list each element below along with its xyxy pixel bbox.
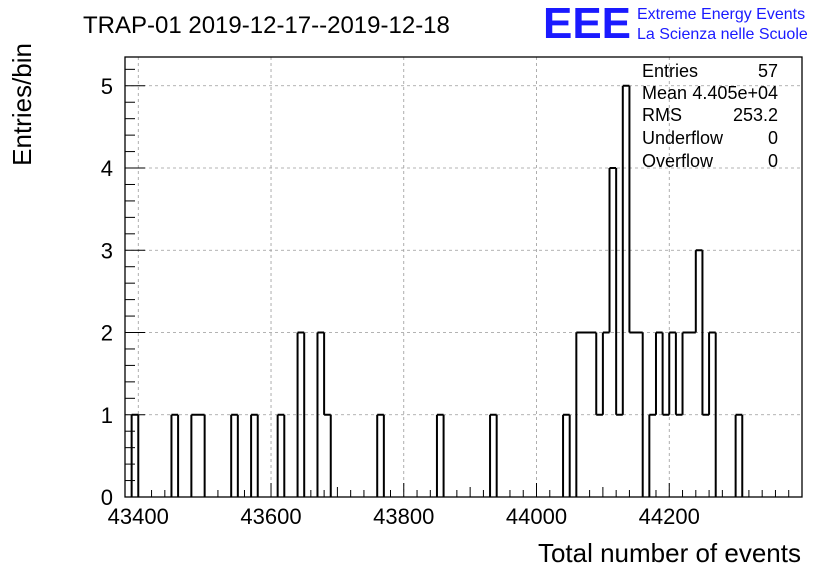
histogram-bin: [251, 415, 258, 497]
histogram-bin: [689, 333, 696, 497]
stats-entries-value: 57: [758, 61, 778, 81]
histogram-bin: [736, 415, 743, 497]
eee-logo: EEE Extreme Energy Events La Scienza nel…: [543, 0, 808, 48]
y-tick-label: 0: [101, 485, 113, 510]
x-tick-label: 43400: [108, 504, 169, 529]
histogram-bin: [583, 333, 590, 497]
x-tick-label: 43600: [240, 504, 301, 529]
histogram-bin: [324, 415, 331, 497]
histogram-bin: [610, 168, 617, 497]
stats-mean-label: Mean: [642, 83, 687, 103]
plot-frame: [124, 56, 803, 498]
stats-rms-value: 253.2: [733, 105, 778, 125]
histogram-bin: [590, 333, 597, 497]
stats-box: Entries 57 Mean 4.405e+04 RMS 253.2 Unde…: [642, 61, 778, 171]
chart-title: TRAP-01 2019-12-17--2019-12-18: [83, 12, 450, 39]
histogram-bin: [171, 415, 178, 497]
histogram-outline: [130, 84, 744, 497]
stats-overflow-label: Overflow: [642, 151, 714, 171]
histogram-bin: [636, 333, 643, 497]
histogram-bin: [603, 333, 610, 497]
histogram-bin: [317, 333, 324, 497]
histogram-bin: [596, 415, 603, 497]
stats-mean-value: 4.405e+04: [692, 83, 778, 103]
y-tick-label: 1: [101, 403, 113, 428]
y-tick-label: 4: [101, 156, 113, 181]
eee-logo-line1: Extreme Energy Events: [637, 6, 805, 23]
histogram-bin: [490, 415, 497, 497]
histogram: [130, 84, 744, 497]
y-axis-label: Entries/bin: [7, 43, 37, 166]
histogram-bin: [676, 415, 683, 497]
histogram-bin: [623, 86, 630, 497]
histogram-bin: [437, 415, 444, 497]
histogram-bin: [198, 415, 205, 497]
histogram-bin: [696, 250, 703, 497]
stats-underflow-label: Underflow: [642, 128, 724, 148]
histogram-bin: [709, 333, 716, 497]
x-tick-label: 43800: [373, 504, 434, 529]
y-tick-label: 5: [101, 74, 113, 99]
axis-ticks: 43400 43600 43800 44000 44200 0 1 2 3 4 5: [101, 68, 790, 529]
eee-logo-line2: La Scienza nelle Scuole: [637, 26, 808, 43]
histogram-bin: [278, 415, 285, 497]
stats-rms-label: RMS: [642, 105, 682, 125]
histogram-bin: [191, 415, 198, 497]
stats-underflow-value: 0: [768, 128, 778, 148]
x-axis-label: Total number of events: [538, 538, 801, 568]
histogram-bin: [649, 415, 656, 497]
y-tick-label: 3: [101, 238, 113, 263]
histogram-bin: [132, 415, 139, 497]
stats-overflow-value: 0: [768, 151, 778, 171]
histogram-bin: [656, 333, 663, 497]
histogram-bin: [663, 415, 670, 497]
histogram-bin: [563, 415, 570, 497]
histogram-bin: [377, 415, 384, 497]
x-tick-label: 44000: [506, 504, 567, 529]
eee-logo-mark: EEE: [543, 0, 631, 48]
x-tick-label: 44200: [639, 504, 700, 529]
histogram-bin: [702, 415, 709, 497]
histogram-bin: [683, 333, 690, 497]
stats-entries-label: Entries: [642, 61, 698, 81]
histogram-bin: [298, 333, 305, 497]
histogram-bin: [231, 415, 238, 497]
histogram-bin: [576, 333, 583, 497]
y-tick-label: 2: [101, 321, 113, 346]
histogram-bin: [616, 415, 623, 497]
histogram-bin: [629, 333, 636, 497]
histogram-bin: [669, 333, 676, 497]
